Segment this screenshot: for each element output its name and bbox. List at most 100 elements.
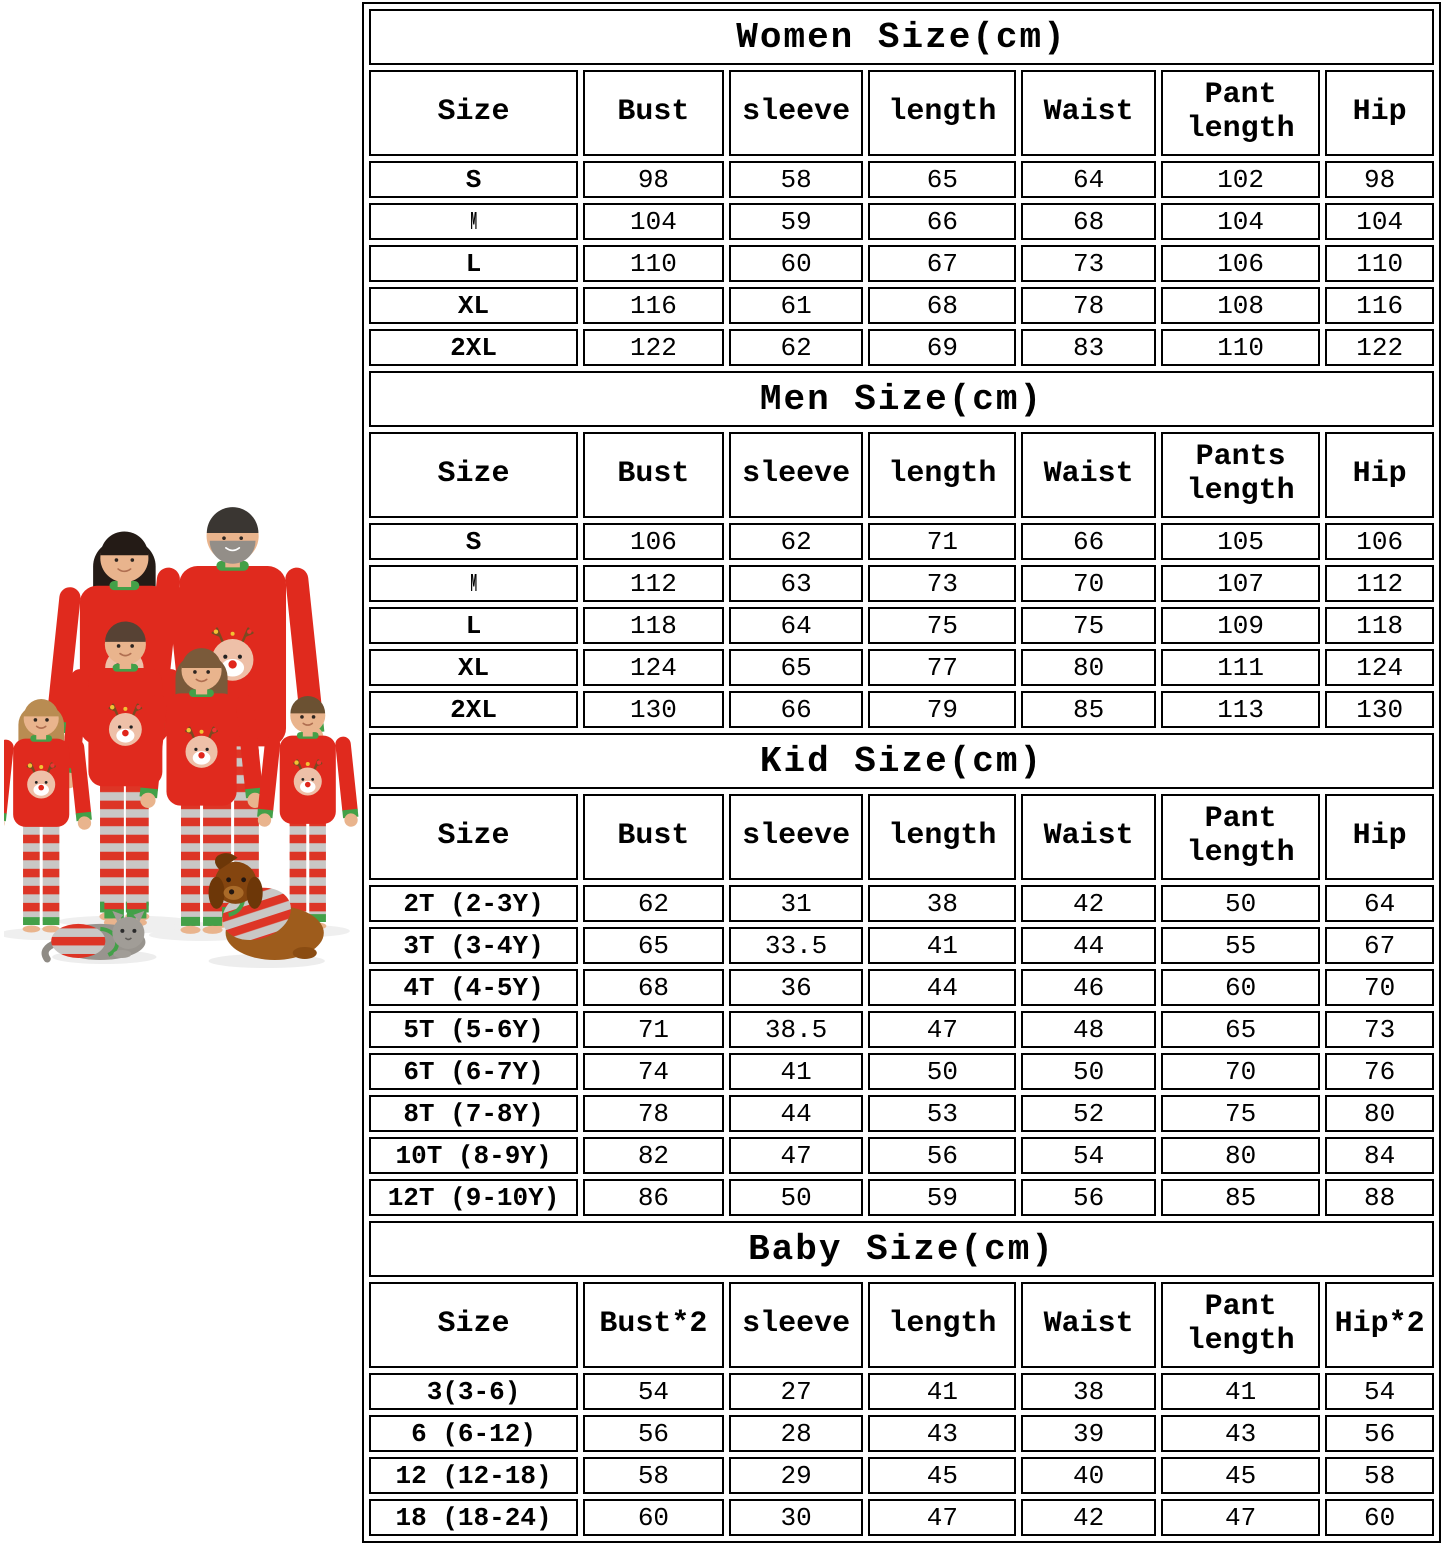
size-label: 2XL — [369, 329, 579, 366]
column-header: Hip*2 — [1325, 1282, 1434, 1368]
measurement-value: 43 — [1160, 1415, 1321, 1452]
table-row: 2XL 122 62 69 83 110 122 — [369, 329, 1434, 366]
size-label-text: M — [470, 206, 477, 237]
size-label: 3T (3-4Y) — [369, 927, 579, 964]
size-label: XL — [369, 287, 579, 324]
table-row: 18 (18-24) 60 30 47 42 47 60 — [369, 1499, 1434, 1536]
size-label: 12T (9-10Y) — [369, 1179, 579, 1216]
measurement-value: 108 — [1160, 287, 1321, 324]
size-chart-table: Women Size(cm) Size Bust sleeve length Waist P… — [362, 2, 1441, 1543]
table-row: 2T (2-3Y) 62 31 38 42 50 64 — [369, 885, 1434, 922]
measurement-value: 82 — [583, 1137, 724, 1174]
measurement-value: 50 — [1160, 885, 1321, 922]
measurement-value: 65 — [868, 161, 1017, 198]
measurement-value: 60 — [583, 1499, 724, 1536]
measurement-value: 62 — [728, 329, 864, 366]
section-title-row: Men Size(cm) — [369, 371, 1434, 427]
measurement-value: 66 — [868, 203, 1017, 240]
size-label: 3(3-6) — [369, 1373, 579, 1410]
table-row: L 110 60 67 73 106 110 — [369, 245, 1434, 282]
measurement-value: 106 — [583, 523, 724, 560]
measurement-value: 70 — [1160, 1053, 1321, 1090]
measurement-value: 58 — [728, 161, 864, 198]
column-header: Waist — [1021, 794, 1156, 880]
measurement-value: 58 — [583, 1457, 724, 1494]
section-title: Baby Size(cm) — [369, 1221, 1434, 1277]
size-label: 18 (18-24) — [369, 1499, 579, 1536]
column-header: Waist — [1021, 432, 1156, 518]
measurement-value: 53 — [868, 1095, 1017, 1132]
column-header: Bust — [583, 432, 724, 518]
measurement-value: 73 — [868, 565, 1017, 602]
table-row: 10T (8-9Y) 82 47 56 54 80 84 — [369, 1137, 1434, 1174]
column-header: Size — [369, 794, 579, 880]
measurement-value: 60 — [728, 245, 864, 282]
size-label: 2T (2-3Y) — [369, 885, 579, 922]
column-header: Size — [369, 432, 579, 518]
person-toddler-boy — [257, 695, 359, 938]
measurement-value: 73 — [1021, 245, 1156, 282]
measurement-value: 65 — [728, 649, 864, 686]
section-title: Women Size(cm) — [369, 9, 1434, 65]
size-label: S — [369, 161, 579, 198]
measurement-value: 60 — [1325, 1499, 1434, 1536]
measurement-value: 33.5 — [728, 927, 864, 964]
column-header: Size — [369, 1282, 579, 1368]
size-chart: Women Size(cm) Size Bust sleeve length Waist P… — [362, 2, 1441, 1543]
measurement-value: 58 — [1325, 1457, 1434, 1494]
measurement-value: 107 — [1160, 565, 1321, 602]
measurement-value: 48 — [1021, 1011, 1156, 1048]
table-row: XL 124 65 77 80 111 124 — [369, 649, 1434, 686]
measurement-value: 64 — [728, 607, 864, 644]
measurement-value: 78 — [1021, 287, 1156, 324]
measurement-value: 43 — [868, 1415, 1017, 1452]
measurement-value: 110 — [1160, 329, 1321, 366]
measurement-value: 45 — [868, 1457, 1017, 1494]
measurement-value: 28 — [728, 1415, 864, 1452]
measurement-value: 109 — [1160, 607, 1321, 644]
measurement-value: 50 — [868, 1053, 1017, 1090]
table-row: L 118 64 75 75 109 118 — [369, 607, 1434, 644]
size-label: M — [369, 565, 579, 602]
measurement-value: 45 — [1160, 1457, 1321, 1494]
measurement-value: 78 — [583, 1095, 724, 1132]
measurement-value: 56 — [1325, 1415, 1434, 1452]
measurement-value: 79 — [868, 691, 1017, 728]
table-row: 12T (9-10Y) 86 50 59 56 85 88 — [369, 1179, 1434, 1216]
measurement-value: 102 — [1160, 161, 1321, 198]
measurement-value: 41 — [868, 927, 1017, 964]
reindeer-print-icon — [26, 762, 56, 799]
measurement-value: 54 — [1325, 1373, 1434, 1410]
column-header-row: Size Bust sleeve length Waist Pants length Hip — [369, 432, 1434, 518]
measurement-value: 64 — [1325, 885, 1434, 922]
column-header: sleeve — [728, 432, 864, 518]
measurement-value: 74 — [583, 1053, 724, 1090]
measurement-value: 130 — [583, 691, 724, 728]
table-row: M 112 63 73 70 107 112 — [369, 565, 1434, 602]
measurement-value: 118 — [1325, 607, 1434, 644]
measurement-value: 80 — [1021, 649, 1156, 686]
table-row: S 98 58 65 64 102 98 — [369, 161, 1434, 198]
table-row: 4T (4-5Y) 68 36 44 46 60 70 — [369, 969, 1434, 1006]
measurement-value: 106 — [1160, 245, 1321, 282]
measurement-value: 71 — [583, 1011, 724, 1048]
measurement-value: 113 — [1160, 691, 1321, 728]
measurement-value: 47 — [1160, 1499, 1321, 1536]
measurement-value: 73 — [1325, 1011, 1434, 1048]
column-header: Pants length — [1160, 432, 1321, 518]
column-header: Waist — [1021, 1282, 1156, 1368]
table-row: 8T (7-8Y) 78 44 53 52 75 80 — [369, 1095, 1434, 1132]
measurement-value: 44 — [728, 1095, 864, 1132]
measurement-value: 41 — [1160, 1373, 1321, 1410]
table-row: 6 (6-12) 56 28 43 39 43 56 — [369, 1415, 1434, 1452]
measurement-value: 77 — [868, 649, 1017, 686]
column-header: Bust*2 — [583, 1282, 724, 1368]
measurement-value: 44 — [1021, 927, 1156, 964]
dog-icon — [208, 853, 325, 968]
measurement-value: 106 — [1325, 523, 1434, 560]
column-header: length — [868, 70, 1017, 156]
column-header: Pant length — [1160, 1282, 1321, 1368]
size-label: 8T (7-8Y) — [369, 1095, 579, 1132]
measurement-value: 98 — [583, 161, 724, 198]
table-row: S 106 62 71 66 105 106 — [369, 523, 1434, 560]
